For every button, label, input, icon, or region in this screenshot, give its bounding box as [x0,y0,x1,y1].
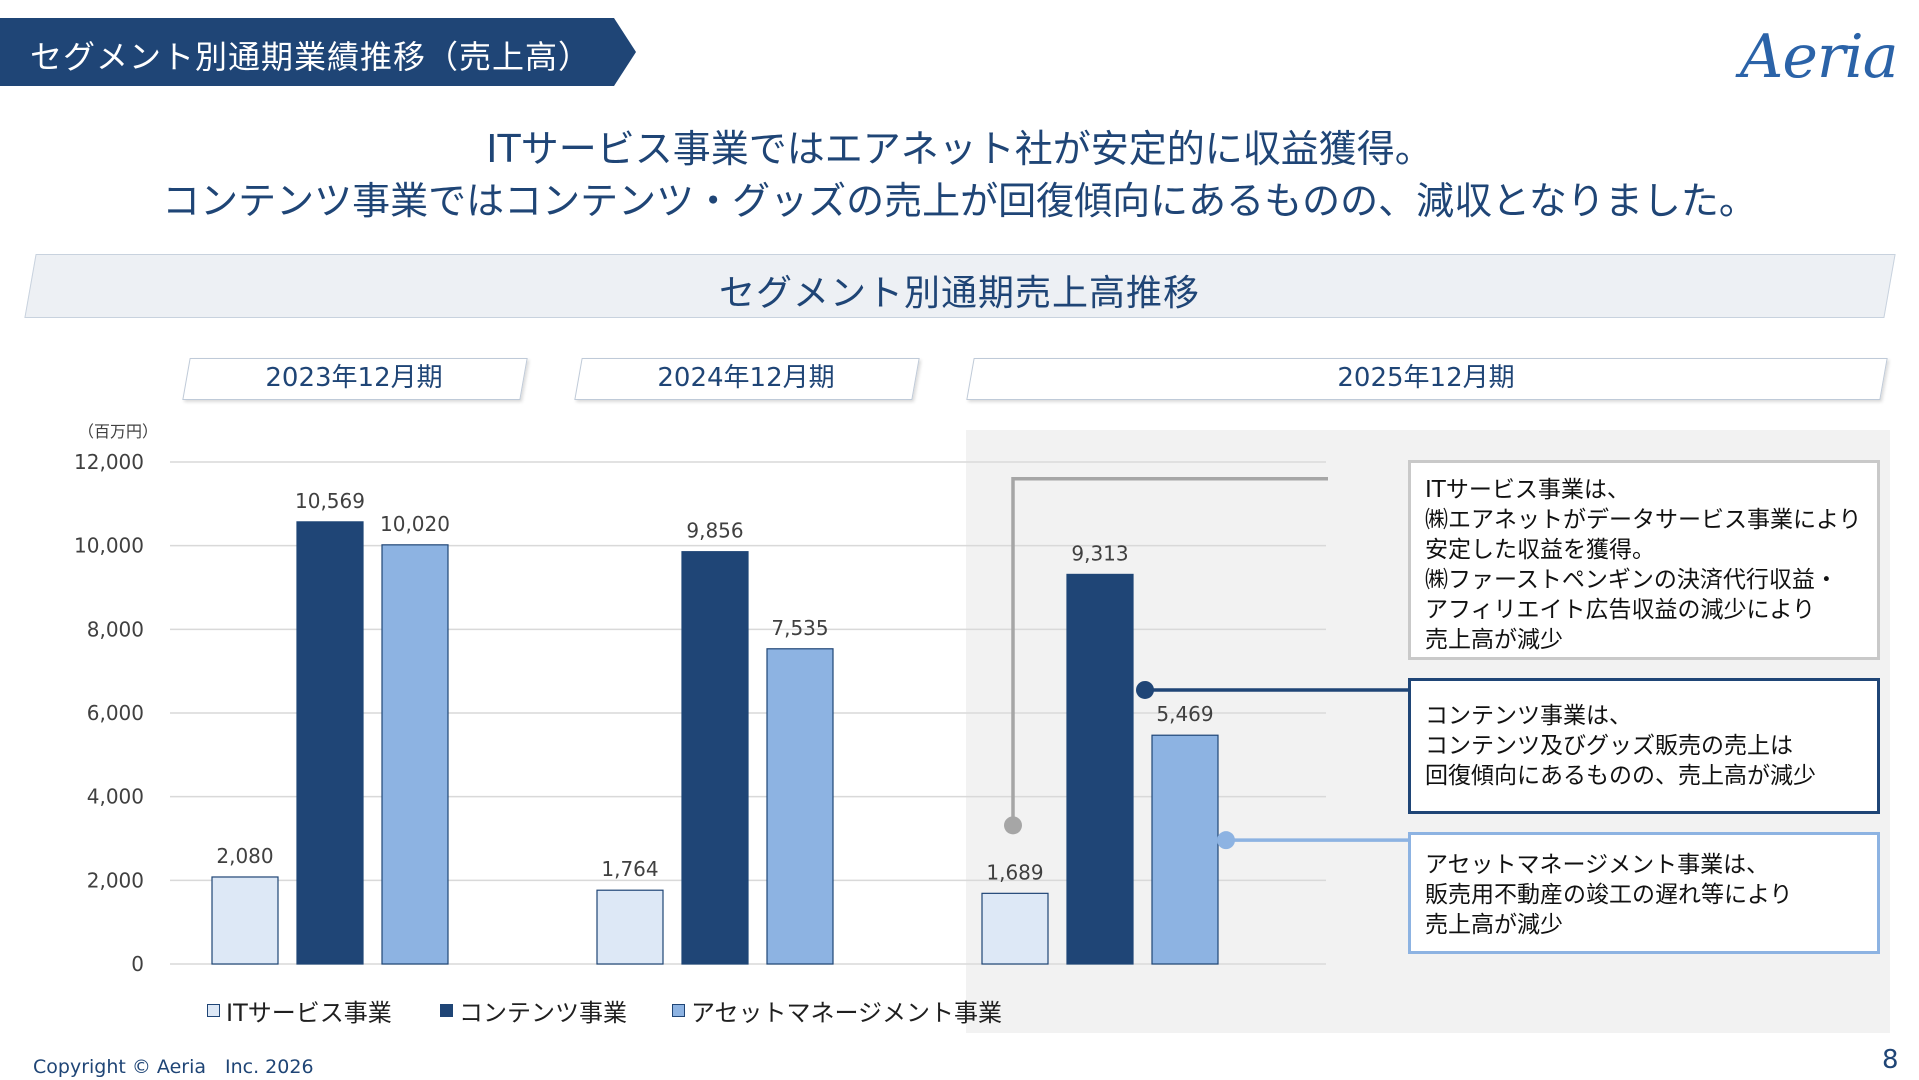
legend-item-contents: コンテンツ事業 [440,993,627,1028]
bar-value-label: 1,689 [986,860,1043,884]
bar-contents [681,551,749,965]
logo-text: Aeria [1740,22,1898,92]
bar-asset [766,648,834,965]
bar-value-label: 2,080 [216,844,273,868]
bar-contents [1066,573,1134,965]
y-tick-label: 8,000 [87,617,144,641]
legend-swatch-asset [672,1004,685,1017]
callout-it-line: 安定した収益を獲得。 [1425,537,1655,563]
y-tick-label: 10,000 [74,534,144,558]
bar-it [981,892,1049,965]
bar-it [211,876,279,965]
connector-dot-it-service [1004,816,1022,835]
legend-swatch-it [207,1004,220,1017]
section-banner: セグメント別通期業績推移（売上高） [0,18,636,86]
period-label-2025: 2025年12月期 [1337,363,1515,393]
legend-label-contents: コンテンツ事業 [459,999,627,1027]
bar-value-label: 9,856 [686,519,743,543]
y-tick-label: 0 [131,952,144,976]
y-tick-label: 2,000 [87,868,144,892]
callout-asset-line: アセットマネージメント事業は、 [1425,852,1770,878]
bar-asset [381,544,449,965]
callout-it-line: ITサービス事業は、 [1425,477,1630,503]
section-banner-title: セグメント別通期業績推移（売上高） [30,38,592,76]
bar-value-label: 1,764 [601,857,658,881]
connector-dot-asset [1217,831,1235,850]
callout-asset-line: 売上高が減少 [1425,912,1563,938]
legend-item-asset: アセットマネージメント事業 [672,993,1002,1028]
callout-asset-management: アセットマネージメント事業は、 販売用不動産の竣工の遅れ等により 売上高が減少 [1408,832,1880,954]
callout-it-service: ITサービス事業は、 ㈱エアネットがデータサービス事業により 安定した収益を獲得… [1408,460,1880,660]
callout-asset-line: 販売用不動産の竣工の遅れ等により [1425,882,1793,908]
y-tick-label: 6,000 [87,701,144,725]
callout-it-line: ㈱ファーストペンギンの決済代行収益・ [1425,567,1838,593]
bar-contents [296,521,364,965]
bar-value-label: 5,469 [1156,702,1213,726]
bar-value-label: 9,313 [1071,541,1128,565]
panel-title: セグメント別通期売上高推移 [718,273,1200,314]
bar-value-label: 7,535 [771,616,828,640]
legend-swatch-contents [440,1004,453,1017]
page-number: 8 [1882,1045,1899,1075]
connector-dot-contents [1136,680,1154,699]
legend-label-it: ITサービス事業 [226,999,392,1027]
copyright: Copyright © Aeria Inc. 2026 [33,1056,314,1078]
callout-it-line: 売上高が減少 [1425,627,1563,653]
bar-value-label: 10,569 [295,489,365,513]
callout-it-line: ㈱エアネットがデータサービス事業により [1425,507,1862,533]
callout-contents-line: コンテンツ及びグッズ販売の売上は [1425,733,1793,759]
period-label-2023: 2023年12月期 [265,363,443,393]
callout-contents: コンテンツ事業は、 コンテンツ及びグッズ販売の売上は 回復傾向にあるものの、売上… [1408,678,1880,814]
aeria-logo: Aeria [1740,22,1900,92]
callout-it-line: アフィリエイト広告収益の減少により [1425,597,1816,623]
headline-line-1: ITサービス事業ではエアネット社が安定的に収益獲得。 [486,127,1433,171]
bar-it [596,889,664,965]
callout-contents-line: 回復傾向にあるものの、売上高が減少 [1425,763,1816,789]
period-label-2024: 2024年12月期 [657,363,835,393]
bar-value-label: 10,020 [380,512,450,536]
callout-contents-line: コンテンツ事業は、 [1425,703,1632,729]
headline-line-2: コンテンツ事業ではコンテンツ・グッズの売上が回復傾向にあるものの、減収となりまし… [162,179,1757,223]
y-tick-label: 12,000 [74,450,144,474]
legend-item-it-service: ITサービス事業 [207,993,392,1028]
y-axis-unit: （百万円） [78,422,158,441]
legend-label-asset: アセットマネージメント事業 [691,999,1003,1027]
connector-it-service [1011,476,1328,826]
bar-asset [1151,734,1219,965]
y-tick-label: 4,000 [87,785,144,809]
